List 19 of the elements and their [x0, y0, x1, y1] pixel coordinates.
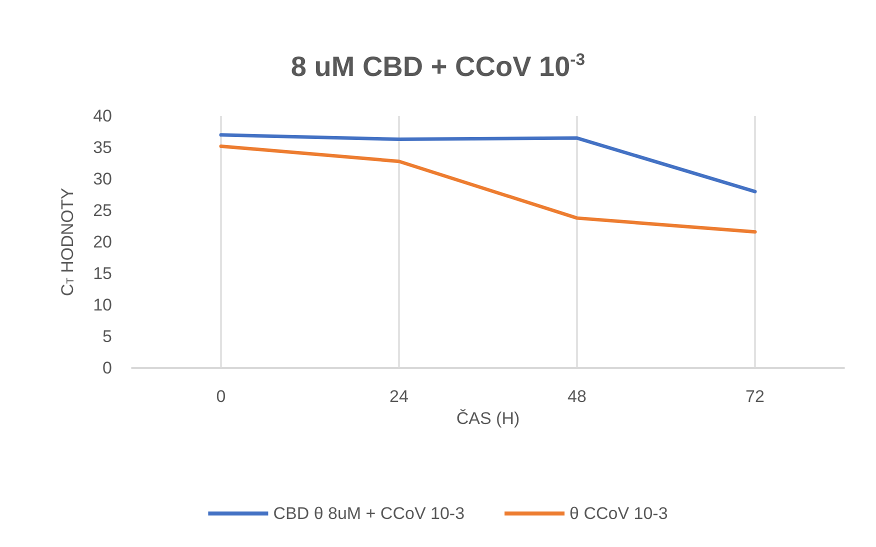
x-tick-label: 0: [216, 387, 226, 406]
line-series: [219, 133, 757, 194]
y-axis-title: CT HODNOTY: [58, 188, 77, 296]
y-tick-label: 0: [102, 358, 112, 378]
y-tick-label: 40: [93, 106, 112, 126]
x-tick-label: 72: [746, 387, 764, 406]
x-axis-title: ČAS (H): [456, 409, 520, 428]
y-tick-label: 35: [93, 138, 112, 157]
y-tick-label: 20: [93, 232, 112, 252]
x-tick-label: 24: [390, 387, 408, 406]
y-tick-label: 5: [102, 327, 112, 346]
legend-label: CBD θ 8uM + CCoV 10-3: [273, 504, 465, 523]
y-tick-label: 15: [93, 264, 112, 283]
y-tick-label: 30: [93, 170, 112, 188]
y-tick-label: 25: [93, 201, 112, 220]
line-series: [219, 144, 757, 234]
x-tick-label: 48: [568, 387, 586, 406]
y-tick-label: 10: [93, 296, 112, 314]
legend-label: θ CCoV 10-3: [570, 504, 668, 523]
